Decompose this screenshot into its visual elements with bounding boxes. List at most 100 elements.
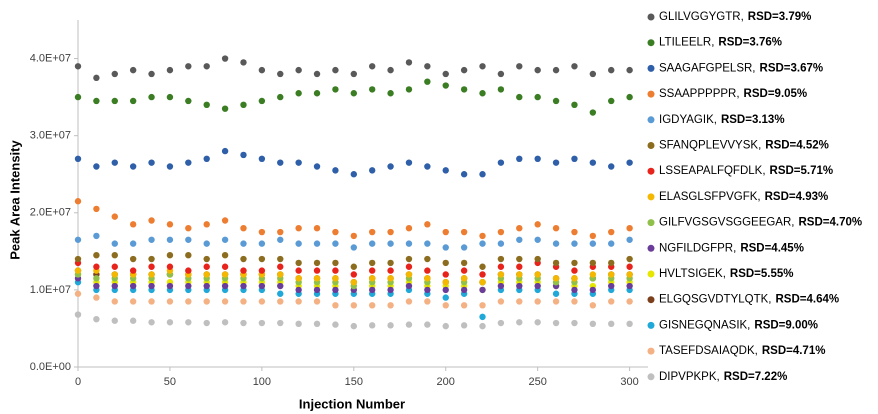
legend-name: ELGQSGVDTYLQTK,	[659, 294, 771, 306]
data-point	[626, 66, 633, 74]
data-point	[295, 66, 302, 74]
data-point	[203, 263, 210, 270]
data-point	[608, 228, 615, 236]
data-point	[166, 93, 174, 101]
data-point	[368, 302, 376, 309]
data-point	[424, 63, 431, 70]
data-point	[589, 271, 597, 278]
legend-entry: NGFILDGFPR, RSD=4.45%	[659, 242, 804, 254]
legend-name: NGFILDGFPR,	[659, 242, 736, 254]
data-point	[203, 221, 210, 228]
x-tick-label: 150	[345, 376, 363, 388]
data-point	[332, 240, 339, 247]
y-tick-label: 3.0E+07	[30, 130, 71, 142]
data-point	[516, 271, 523, 278]
legend-name: IGDYAGIK,	[659, 114, 717, 126]
data-point	[166, 319, 174, 326]
data-point	[185, 298, 192, 305]
data-point	[442, 259, 449, 267]
legend-rsd: RSD=9.05%	[744, 88, 808, 100]
data-point	[74, 63, 82, 70]
data-point	[295, 240, 302, 247]
data-point	[442, 244, 449, 251]
data-point	[221, 147, 229, 155]
data-point	[74, 93, 82, 101]
data-point	[240, 298, 247, 305]
legend-name: ELASGLSFPVGFK,	[659, 191, 761, 203]
data-point	[185, 251, 192, 259]
data-point	[442, 286, 449, 294]
data-point	[552, 259, 560, 267]
data-point	[148, 282, 155, 290]
data-point	[589, 70, 597, 78]
data-point	[387, 302, 394, 309]
legend-rsd: RSD=9.00%	[754, 319, 818, 331]
data-point	[589, 259, 597, 267]
legend-entry: GLILVGGYGTR, RSD=3.79%	[659, 11, 811, 23]
data-point	[111, 251, 118, 259]
data-point	[277, 93, 284, 101]
data-point	[460, 302, 468, 309]
data-point	[277, 290, 284, 297]
data-point	[460, 228, 468, 236]
legend-marker	[647, 116, 655, 124]
data-point	[405, 255, 413, 263]
data-point	[258, 255, 266, 263]
data-point	[93, 74, 100, 82]
data-point	[93, 232, 100, 240]
data-point	[332, 228, 339, 236]
data-point	[387, 259, 394, 267]
data-point	[626, 271, 633, 278]
data-point	[497, 282, 505, 290]
data-point	[626, 225, 633, 232]
legend-name: HVLTSIGEK,	[659, 268, 726, 280]
data-point	[534, 319, 541, 326]
data-point	[295, 259, 302, 267]
data-point	[111, 213, 118, 220]
data-point	[460, 267, 468, 274]
data-point	[626, 236, 633, 243]
data-point	[313, 70, 321, 78]
data-point	[552, 225, 560, 232]
data-point	[479, 240, 486, 247]
data-point	[516, 236, 523, 243]
data-point	[295, 298, 302, 305]
data-point	[552, 66, 560, 74]
data-point	[516, 225, 523, 232]
data-point	[313, 225, 321, 232]
data-point	[313, 259, 321, 267]
data-point	[185, 267, 192, 274]
data-point	[240, 319, 247, 327]
data-point	[460, 286, 468, 294]
data-point	[240, 240, 247, 247]
data-point	[534, 298, 541, 305]
data-point	[166, 66, 174, 74]
data-point	[148, 236, 155, 243]
data-point	[368, 167, 376, 174]
data-point	[277, 271, 284, 278]
data-point	[387, 66, 394, 74]
data-point	[405, 86, 413, 93]
data-point	[350, 70, 358, 78]
data-point	[295, 225, 302, 232]
data-point	[442, 278, 449, 286]
data-point	[460, 66, 468, 74]
data-point	[93, 97, 100, 105]
data-point	[221, 105, 229, 112]
data-point	[387, 267, 394, 274]
data-point	[534, 255, 541, 263]
data-point	[350, 171, 358, 178]
legend-entry: SAAGAFGPELSR, RSD=3.67%	[659, 62, 823, 74]
data-point	[221, 282, 229, 290]
data-point	[313, 275, 321, 282]
data-point	[497, 70, 505, 78]
data-point	[148, 271, 155, 278]
data-point	[277, 282, 284, 290]
data-point	[405, 159, 413, 166]
data-point	[479, 90, 486, 97]
data-point	[166, 163, 174, 170]
data-point	[74, 236, 82, 243]
data-point	[277, 255, 284, 263]
data-point	[93, 251, 100, 259]
data-point	[258, 282, 266, 290]
